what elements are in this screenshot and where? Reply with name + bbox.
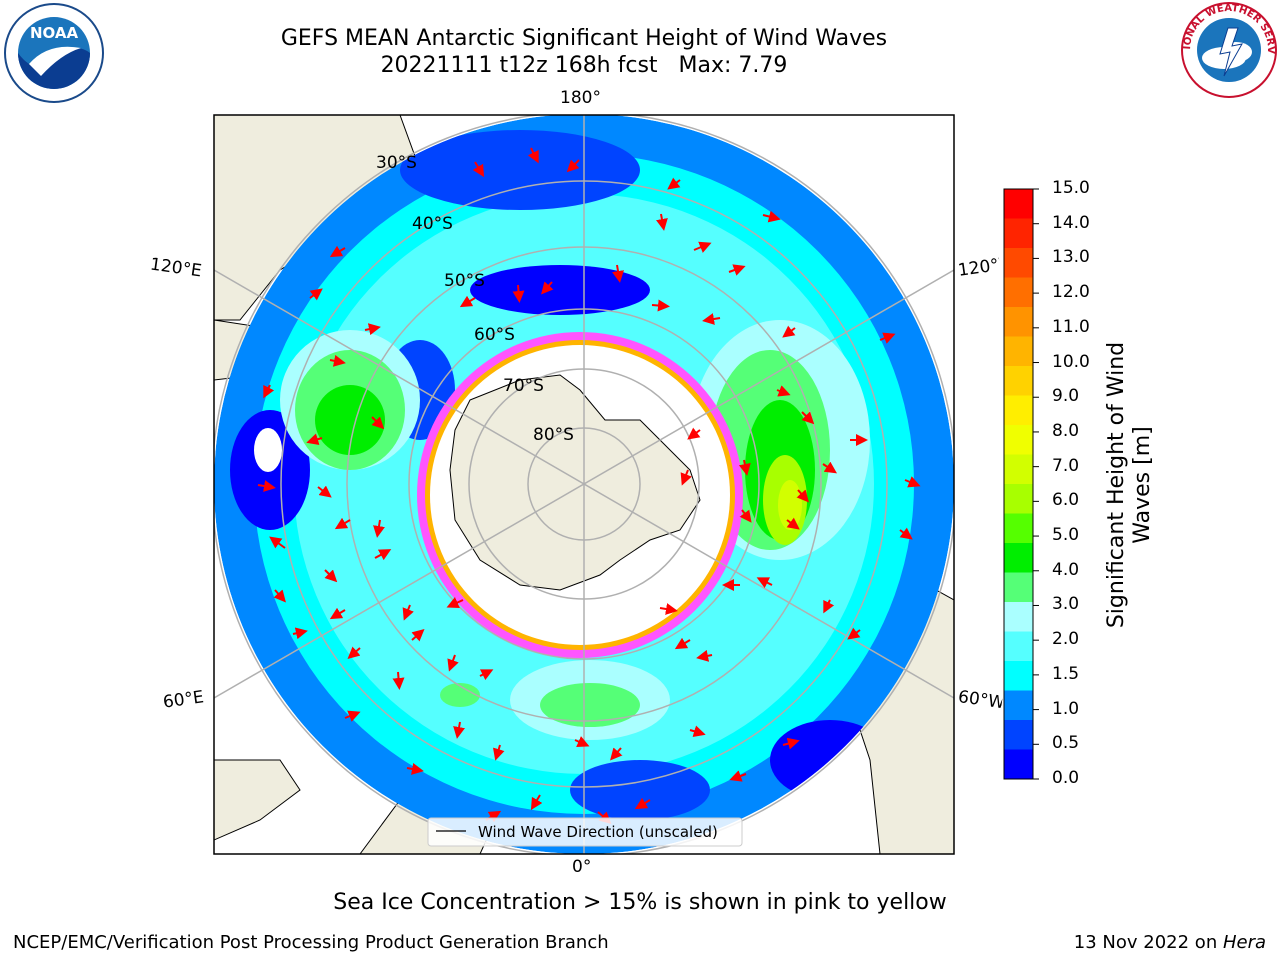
colorbar-swatch: [1004, 720, 1033, 750]
lon-label-0: 0°: [572, 857, 592, 877]
colorbar: [1003, 188, 1039, 780]
map-legend: Wind Wave Direction (unscaled): [427, 817, 743, 847]
colorbar-tick-label: 15.0: [1052, 178, 1090, 198]
colorbar-tick-label: 12.0: [1052, 282, 1090, 303]
colorbar-swatch: [1004, 690, 1033, 721]
colorbar-frame: [1003, 188, 1034, 780]
colorbar-swatch: [1004, 366, 1033, 396]
sea-ice-note: Sea Ice Concentration > 15% is shown in …: [333, 890, 947, 915]
colorbar-swatch: [1004, 543, 1033, 573]
colorbar-tick-label: 6.0: [1052, 490, 1080, 511]
colorbar-tick-label: 2.0: [1052, 629, 1080, 650]
lat-label-30s: 30°S: [376, 153, 417, 173]
colorbar-swatch: [1004, 425, 1033, 455]
colorbar-tick-label: 0.5: [1052, 733, 1080, 754]
colorbar-swatch: [1004, 661, 1033, 691]
max-value-text: Max: 7.79: [678, 53, 788, 78]
footer-date-text: 13 Nov 2022 on: [1073, 932, 1223, 953]
colorbar-swatch: [1004, 572, 1033, 603]
colorbar-swatch: [1004, 336, 1033, 367]
lat-label-40s: 40°S: [412, 214, 453, 234]
lat-label-60s: 60°S: [474, 325, 515, 345]
footer-credit: NCEP/EMC/Verification Post Processing Pr…: [13, 932, 609, 953]
colorbar-tick-label: 9.0: [1052, 386, 1080, 407]
legend-text: Wind Wave Direction (unscaled): [478, 823, 718, 841]
nws-logo: NATIONAL WEATHER SERVICE: [1178, 0, 1277, 98]
colorbar-swatch: [1004, 602, 1033, 632]
lon-label-180: 180°: [560, 88, 601, 108]
colorbar-tick-label: 5.0: [1052, 525, 1080, 546]
colorbar-tick-label: 1.0: [1052, 698, 1080, 719]
colorbar-swatch: [1004, 484, 1033, 514]
colorbar-swatch: [1004, 277, 1033, 308]
colorbar-tick-label: 13.0: [1052, 247, 1090, 268]
colorbar-swatch: [1004, 189, 1033, 219]
noaa-logo-text: NOAA: [30, 24, 79, 42]
lat-label-50s: 50°S: [444, 271, 485, 291]
colorbar-tick-label: 8.0: [1052, 420, 1080, 441]
colorbar-swatch: [1004, 454, 1033, 485]
colorbar-swatch: [1004, 218, 1033, 249]
colorbar-swatch: [1004, 749, 1033, 780]
colorbar-tick-label: 14.0: [1052, 212, 1090, 233]
colorbar-swatch: [1004, 248, 1033, 278]
map-frame: [213, 114, 955, 855]
colorbar-swatch: [1004, 631, 1033, 662]
colorbar-tick-label: 3.0: [1052, 594, 1080, 615]
colorbar-tick-label: 4.0: [1052, 559, 1080, 580]
colorbar-tick-label: 1.5: [1052, 663, 1080, 684]
footer-date: 13 Nov 2022 on Hera: [1074, 932, 1266, 953]
colorbar-tick-label: 0.0: [1052, 768, 1080, 788]
footer-machine-name: Hera: [1222, 932, 1266, 953]
colorbar-swatch: [1004, 513, 1033, 544]
colorbar-swatch: [1004, 395, 1033, 426]
chart-subtitle: 20221111 t12z 168h fcst Max: 7.79: [0, 53, 1168, 78]
colorbar-tick-label: 10.0: [1052, 351, 1090, 372]
chart-title: GEFS MEAN Antarctic Significant Height o…: [280, 26, 888, 51]
noaa-logo: NOAA: [4, 3, 104, 103]
colorbar-tick-label: 7.0: [1052, 455, 1080, 476]
colorbar-swatch: [1004, 307, 1033, 337]
lat-label-70s: 70°S: [503, 376, 544, 396]
run-date-text: 20221111 t12z 168h fcst: [380, 53, 658, 78]
colorbar-tick-label: 11.0: [1052, 316, 1090, 337]
lat-label-80s: 80°S: [533, 425, 574, 445]
colorbar-label: Significant Height of Wind Waves [m]: [1104, 341, 1155, 629]
